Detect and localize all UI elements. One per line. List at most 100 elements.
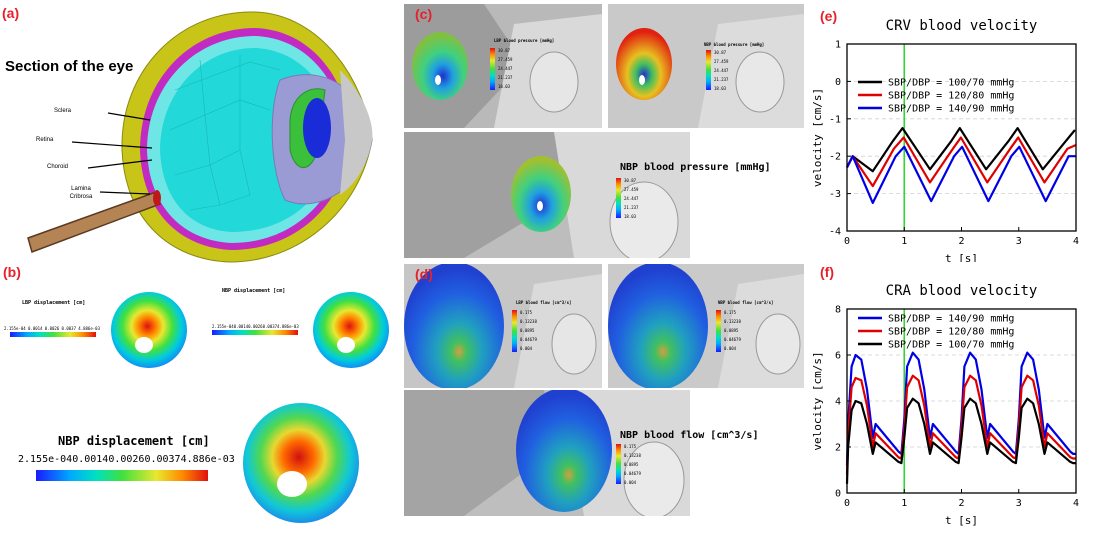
y-tick-label: 0 bbox=[835, 489, 841, 500]
tick-label: 0.13238 bbox=[724, 319, 741, 324]
lbp-displacement-ticks: 2.155e-04 0.0014 0.0026 0.0037 4.886e-03 bbox=[4, 326, 100, 331]
y-tick-label: 0 bbox=[835, 77, 841, 88]
tick-label: 4.886e-03 bbox=[277, 324, 299, 329]
y-tick-label: 2 bbox=[835, 443, 841, 454]
tick-label: 0.004 bbox=[624, 480, 637, 485]
lbp-pressure-ticks: 30.87 27.459 24.447 21.237 18.03 bbox=[498, 46, 512, 91]
nbp-pressure-colorbar-small bbox=[706, 50, 711, 90]
tick-label: 0.0037 bbox=[262, 324, 278, 329]
panel-c: LBP blood pressure [mmHg] 30.87 27.459 2… bbox=[404, 0, 804, 262]
tick-label: 0.0037 bbox=[61, 326, 76, 331]
legend-label: SBP/DBP = 120/80 mmHg bbox=[888, 91, 1014, 102]
nbp-flow-title-small: NBP blood flow [cm^3/s] bbox=[718, 300, 774, 305]
nbp-displacement-ticks-small: 2.155e-04 0.0014 0.0026 0.0037 4.886e-03 bbox=[212, 324, 299, 329]
lbp-pressure-colorbar bbox=[490, 48, 495, 90]
lbp-flow-colorbar bbox=[512, 310, 517, 352]
lbp-pressure-title: LBP blood pressure [mmHg] bbox=[494, 38, 555, 43]
x-tick-label: 3 bbox=[1016, 236, 1022, 247]
lbp-flow-render: LBP blood flow [cm^3/s] 0.175 0.13238 0.… bbox=[404, 264, 602, 388]
panel-a: (a) Section of the eye Sclera Retina Cho… bbox=[0, 0, 400, 265]
nbp-flow-render-small: NBP blood flow [cm^3/s] 0.175 0.13238 0.… bbox=[608, 264, 804, 388]
tick-label: 4.886e-03 bbox=[180, 454, 235, 465]
lbp-flow-title: LBP blood flow [cm^3/s] bbox=[516, 300, 572, 305]
tick-label: 0.0026 bbox=[44, 326, 60, 331]
tick-label: 21.237 bbox=[624, 205, 639, 210]
legend-label: SBP/DBP = 120/80 mmHg bbox=[888, 327, 1014, 338]
tick-label: 2.155e-04 bbox=[212, 324, 234, 329]
tick-label: 0.175 bbox=[724, 310, 737, 315]
tick-label: 0.0014 bbox=[233, 324, 249, 329]
y-tick-label: -4 bbox=[829, 227, 841, 238]
x-tick-label: 0 bbox=[844, 498, 850, 509]
nbp-displacement-title-small: NBP displacement [cm] bbox=[222, 288, 286, 294]
tick-label: 21.237 bbox=[714, 77, 729, 82]
label-choroid: Choroid bbox=[47, 164, 69, 170]
nbp-displacement-colorbar-small bbox=[212, 330, 298, 335]
nbp-pressure-render bbox=[404, 132, 690, 258]
tick-label: 27.459 bbox=[714, 59, 729, 64]
eye-section-title: Section of the eye bbox=[5, 58, 134, 75]
tick-label: 18.03 bbox=[624, 214, 637, 219]
tick-label: 30.87 bbox=[714, 50, 727, 55]
panel-label-a: (a) bbox=[2, 5, 20, 21]
nbp-displacement-disc bbox=[243, 403, 359, 523]
nbp-displacement-ticks: 2.155e-04 0.0014 0.0026 0.0037 4.886e-03 bbox=[18, 454, 235, 465]
lbp-pressure-render: LBP blood pressure [mmHg] 30.87 27.459 2… bbox=[404, 4, 602, 128]
y-axis-label: velocity [cm/s] bbox=[811, 88, 824, 187]
panel-label-e: (e) bbox=[820, 8, 838, 24]
lbp-displacement-title: LBP displacement [cm] bbox=[22, 300, 86, 306]
tick-label: 0.004 bbox=[724, 346, 737, 351]
legend-label: SBP/DBP = 140/90 mmHg bbox=[888, 104, 1014, 115]
panel-label-f: (f) bbox=[820, 264, 834, 280]
tick-label: 27.459 bbox=[498, 57, 513, 62]
tick-label: 0.0014 bbox=[72, 454, 109, 465]
tick-label: 0.0014 bbox=[28, 326, 43, 331]
nbp-flow-ticks-small: 0.175 0.13238 0.0895 0.04679 0.004 bbox=[724, 308, 741, 353]
series-line bbox=[846, 127, 1076, 173]
tick-label: 0.04679 bbox=[624, 471, 641, 476]
lbp-displacement-colorbar bbox=[10, 332, 96, 337]
panel-label-d: (d) bbox=[415, 266, 433, 282]
tick-label: 2.155e-04 bbox=[4, 326, 26, 331]
tick-label: 0.04679 bbox=[520, 337, 537, 342]
series-line bbox=[845, 374, 1076, 475]
lbp-flow-ticks: 0.175 0.13238 0.0895 0.04679 0.004 bbox=[520, 308, 537, 353]
tick-label: 0.0895 bbox=[724, 328, 739, 333]
tick-label: 30.87 bbox=[624, 178, 637, 183]
x-axis-label: t [s] bbox=[945, 252, 978, 262]
tick-label: 27.459 bbox=[624, 187, 639, 192]
nbp-flow-ticks: 0.175 0.13238 0.0895 0.04679 0.004 bbox=[624, 442, 641, 487]
crv-velocity-chart: CRV blood velocity 0 1 2 3 4 -4 -3 -2 -1 0 1 t [s] ve… bbox=[811, 18, 1079, 262]
y-tick-label: 8 bbox=[835, 305, 841, 316]
cra-velocity-chart: CRA blood velocity 0 1 2 3 4 0 2 4 6 8 t [s] velocit… bbox=[811, 283, 1079, 527]
y-tick-label: 1 bbox=[835, 40, 841, 51]
legend-label: SBP/DBP = 100/70 mmHg bbox=[888, 78, 1014, 89]
nbp-flow-render bbox=[404, 390, 690, 516]
y-tick-label: -3 bbox=[829, 189, 841, 200]
x-tick-label: 1 bbox=[901, 236, 907, 247]
x-tick-label: 0 bbox=[844, 236, 850, 247]
y-axis-label: velocity [cm/s] bbox=[811, 351, 824, 450]
chart-title: CRA blood velocity bbox=[886, 283, 1038, 299]
legend-label: SBP/DBP = 140/90 mmHg bbox=[888, 314, 1014, 325]
nbp-displacement-title: NBP displacement [cm] bbox=[58, 434, 210, 448]
panel-label-c: (c) bbox=[415, 6, 433, 22]
x-tick-label: 2 bbox=[958, 498, 964, 509]
tick-label: 0.175 bbox=[624, 444, 637, 449]
x-tick-label: 4 bbox=[1073, 236, 1079, 247]
nbp-pressure-title-small: NBP blood pressure [mmHg] bbox=[704, 42, 765, 47]
nbp-flow-colorbar-small bbox=[716, 310, 721, 352]
x-tick-label: 4 bbox=[1073, 498, 1079, 509]
series-line bbox=[846, 136, 1077, 188]
legend-label: SBP/DBP = 100/70 mmHg bbox=[888, 340, 1014, 351]
nbp-flow-title: NBP blood flow [cm^3/s] bbox=[620, 430, 759, 441]
tick-label: 21.237 bbox=[498, 75, 513, 80]
series-line bbox=[846, 145, 1076, 204]
tick-label: 18.03 bbox=[498, 84, 511, 89]
tick-label: 0.04679 bbox=[724, 337, 741, 342]
x-tick-label: 1 bbox=[901, 498, 907, 509]
tick-label: 4.886e-03 bbox=[78, 326, 100, 331]
label-lamina-cribrosa: Lamina Cribrosa bbox=[69, 186, 93, 200]
tick-label: 0.13238 bbox=[520, 319, 537, 324]
nbp-pressure-ticks: 30.87 27.459 24.447 21.237 18.03 bbox=[624, 176, 638, 221]
